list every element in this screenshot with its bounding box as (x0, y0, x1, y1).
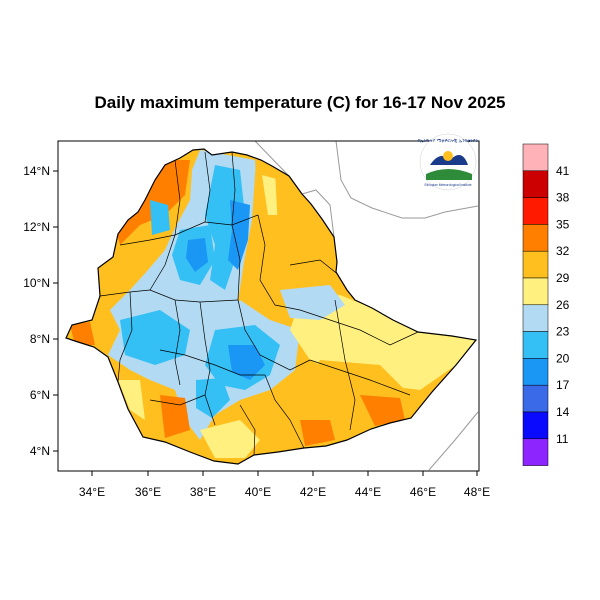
x-tick-label: 34°E (79, 485, 105, 499)
color-legend: 41 38 35 32 29 26 23 20 17 14 11 (522, 143, 570, 466)
legend-swatch (522, 411, 549, 440)
legend-label: 41 (556, 164, 570, 178)
legend-swatch (522, 331, 549, 359)
y-tick-label: 4°N (30, 444, 50, 458)
legend-label: 20 (556, 351, 570, 365)
y-axis: 14°N 12°N 10°N 8°N 6°N 4°N (23, 164, 50, 458)
y-tick-label: 14°N (23, 164, 50, 178)
legend-swatch (522, 143, 549, 172)
y-tick-label: 10°N (23, 276, 50, 290)
legend-swatch (522, 384, 549, 413)
y-tick-label: 6°N (30, 388, 50, 402)
legend-swatch (522, 224, 549, 252)
legend-swatch (522, 304, 549, 332)
x-tick-label: 40°E (245, 485, 271, 499)
plot-frame (57, 140, 480, 472)
legend-label: 14 (556, 405, 570, 419)
legend-swatch (522, 438, 549, 466)
legend-swatch (522, 277, 549, 306)
legend-swatch (522, 170, 549, 198)
y-tick-label: 12°N (23, 220, 50, 234)
legend-label: 32 (556, 244, 570, 258)
axis-ticks (53, 170, 478, 476)
legend-label: 29 (556, 271, 570, 285)
legend-swatch (522, 250, 549, 279)
map-title: Daily maximum temperature (C) for 16-17 … (94, 93, 506, 112)
legend-label: 17 (556, 378, 570, 392)
admin-boundaries (99, 151, 419, 456)
legend-label: 23 (556, 325, 570, 339)
logo-top-text: የኢትዮጵያ ሚቲዎሮሎጂ ኢንስቲትዩት (418, 138, 479, 143)
x-tick-label: 46°E (410, 485, 436, 499)
x-tick-label: 38°E (190, 485, 216, 499)
logo-bottom-text: Ethiopian Meteorological Institute (425, 183, 472, 187)
legend-label: 26 (556, 298, 570, 312)
legend-swatch (522, 358, 549, 386)
y-tick-label: 8°N (30, 332, 50, 346)
x-tick-label: 44°E (355, 485, 381, 499)
x-tick-label: 48°E (464, 485, 490, 499)
x-tick-label: 42°E (300, 485, 326, 499)
legend-swatch (522, 197, 549, 225)
sun-icon (443, 151, 453, 161)
x-axis: 34°E 36°E 38°E 40°E 42°E 44°E 46°E 48°E (79, 485, 490, 499)
institute-logo: የኢትዮጵያ ሚቲዎሮሎጂ ኢንስቲትዩት Ethiopian Meteorol… (418, 133, 479, 191)
hills-icon (426, 169, 472, 180)
legend-label: 11 (556, 432, 569, 446)
legend-label: 35 (556, 217, 570, 231)
legend-label: 38 (556, 191, 570, 205)
x-tick-label: 36°E (135, 485, 161, 499)
